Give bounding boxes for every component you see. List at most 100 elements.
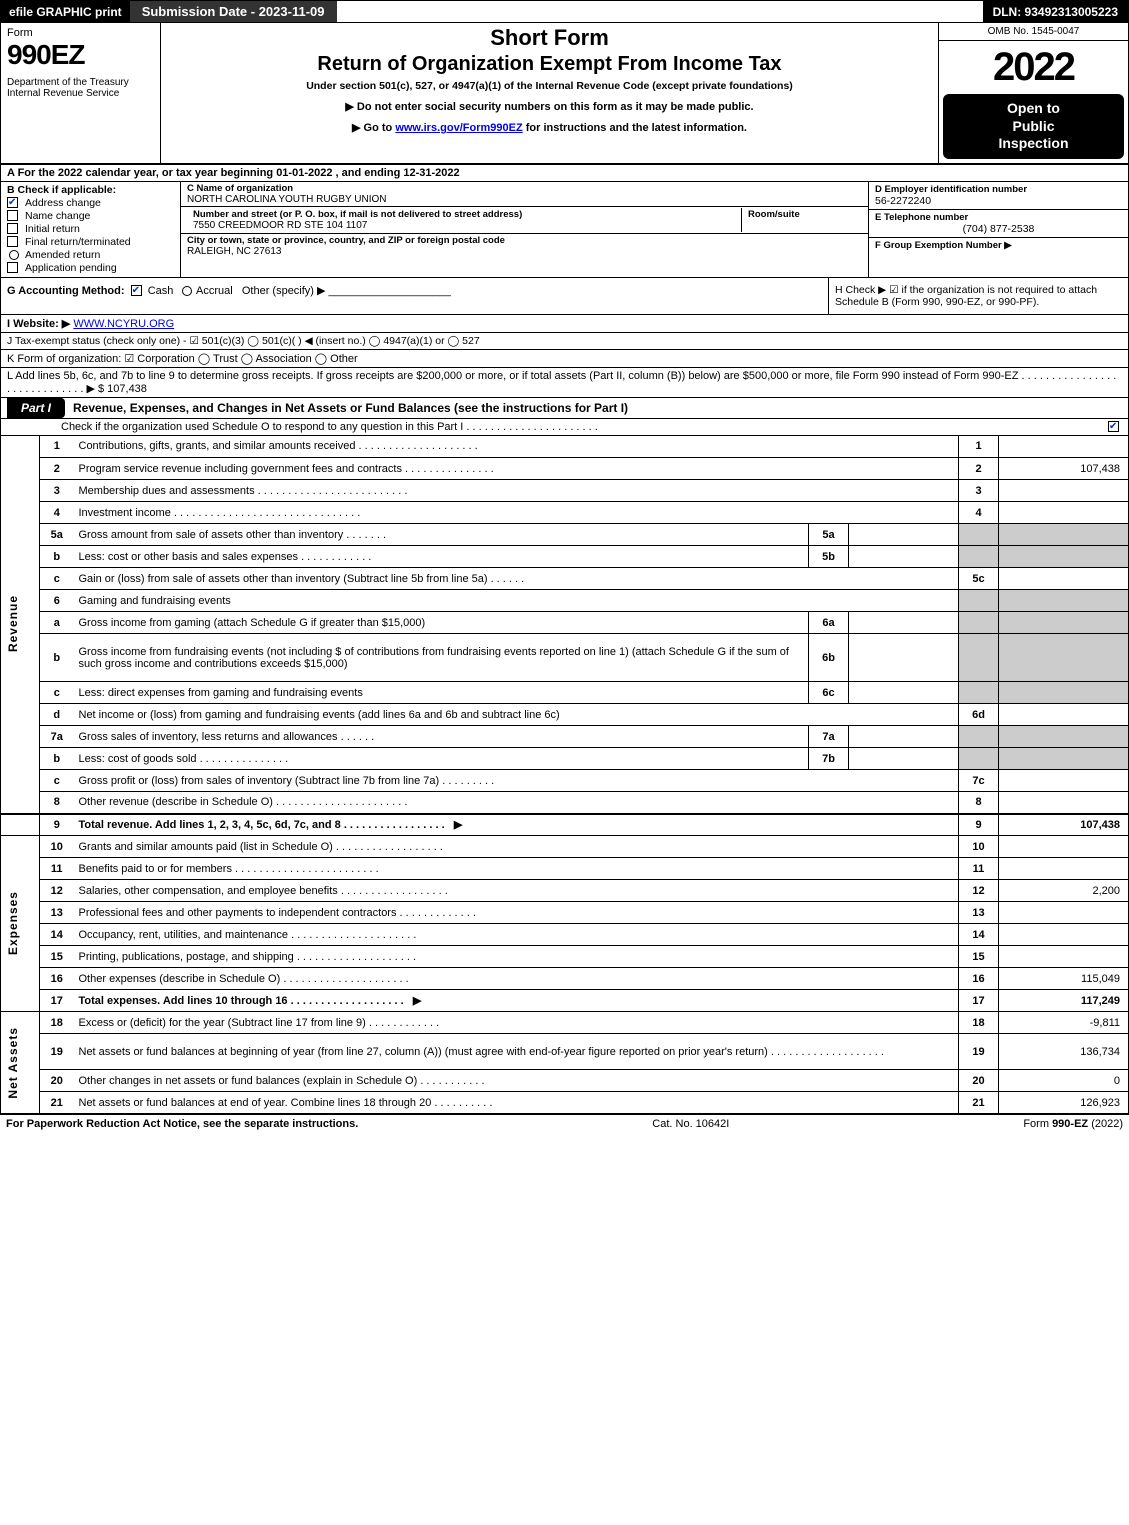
org-city: RALEIGH, NC 27613: [187, 246, 862, 257]
line-num: c: [40, 770, 74, 792]
line-num: 21: [40, 1092, 74, 1114]
line-val: 107,438: [999, 814, 1129, 836]
line-num: 18: [40, 1012, 74, 1034]
cb-address-change[interactable]: Address change: [7, 197, 174, 209]
line-desc: Other revenue (describe in Schedule O) .…: [74, 792, 959, 814]
shade-cell: [999, 682, 1129, 704]
line-num: 11: [40, 858, 74, 880]
org-address: 7550 CREEDMOOR RD STE 104 1107: [193, 220, 735, 231]
shade-cell: [999, 726, 1129, 748]
short-form-title: Short Form: [169, 25, 930, 51]
open-to-public-badge: Open to Public Inspection: [943, 94, 1124, 159]
g-cash: Cash: [148, 285, 174, 297]
radio-icon: [182, 286, 192, 296]
line-key: 2: [959, 458, 999, 480]
col-d-e-f: D Employer identification number 56-2272…: [868, 182, 1128, 277]
desc-text: Less: cost or other basis and sales expe…: [79, 551, 299, 563]
part1-sub: Check if the organization used Schedule …: [0, 419, 1129, 436]
line-desc: Less: cost of goods sold . . . . . . . .…: [74, 748, 809, 770]
checkbox-icon: [1108, 421, 1119, 432]
cb-final-return[interactable]: Final return/terminated: [7, 236, 174, 248]
line-desc: Gross profit or (loss) from sales of inv…: [74, 770, 959, 792]
shade-cell: [959, 748, 999, 770]
line-desc: Benefits paid to or for members . . . . …: [74, 858, 959, 880]
line-desc: Gross sales of inventory, less returns a…: [74, 726, 809, 748]
line-val: 107,438: [999, 458, 1129, 480]
g-accrual: Accrual: [196, 285, 233, 297]
form-label: Form: [7, 27, 154, 39]
desc-text: Gross sales of inventory, less returns a…: [79, 731, 338, 743]
line-desc: Printing, publications, postage, and shi…: [74, 946, 959, 968]
header-left: Form 990EZ Department of the Treasury In…: [1, 23, 161, 163]
line-desc: Less: cost or other basis and sales expe…: [74, 546, 809, 568]
sub-key: 7a: [809, 726, 849, 748]
website-link[interactable]: WWW.NCYRU.ORG: [73, 318, 174, 330]
shade-cell: [959, 612, 999, 634]
desc-text: Grants and similar amounts paid (list in…: [79, 841, 333, 853]
desc-text: Professional fees and other payments to …: [79, 907, 397, 919]
line-val: [999, 502, 1129, 524]
cb-application-pending[interactable]: Application pending: [7, 262, 174, 274]
desc-text: Total expenses. Add lines 10 through 16: [79, 995, 288, 1007]
shade-cell: [999, 748, 1129, 770]
line-val: 117,249: [999, 990, 1129, 1012]
cb-name-change[interactable]: Name change: [7, 210, 174, 222]
desc-text: Occupancy, rent, utilities, and maintena…: [79, 929, 289, 941]
footer-right-bold: 990-EZ: [1052, 1118, 1088, 1130]
cb-amended-return[interactable]: Amended return: [7, 249, 174, 261]
sub-key: 6b: [809, 634, 849, 682]
c-name-label: C Name of organization: [187, 183, 862, 194]
irs-link[interactable]: www.irs.gov/Form990EZ: [395, 122, 522, 134]
desc-text: Less: cost of goods sold: [79, 753, 197, 765]
c-addr-label: Number and street (or P. O. box, if mail…: [193, 209, 735, 220]
line-desc: Excess or (deficit) for the year (Subtra…: [74, 1012, 959, 1034]
line-desc: Total revenue. Add lines 1, 2, 3, 4, 5c,…: [74, 814, 959, 836]
desc-text: Other changes in net assets or fund bala…: [79, 1075, 418, 1087]
dln-label: DLN: 93492313005223: [983, 1, 1128, 22]
org-name: NORTH CAROLINA YOUTH RUGBY UNION: [187, 194, 862, 205]
line-num: b: [40, 748, 74, 770]
part1-header: Part I Revenue, Expenses, and Changes in…: [0, 398, 1129, 419]
line-desc: Gross income from gaming (attach Schedul…: [74, 612, 809, 634]
omb-number: OMB No. 1545-0047: [939, 23, 1128, 41]
group-label: F Group Exemption Number ▶: [875, 240, 1122, 251]
shade-cell: [959, 634, 999, 682]
cb-initial-return[interactable]: Initial return: [7, 223, 174, 235]
desc-text: Contributions, gifts, grants, and simila…: [79, 440, 356, 452]
c-address-row: Number and street (or P. O. box, if mail…: [181, 207, 868, 234]
vert-revenue: Revenue: [1, 436, 40, 814]
cb-label: Address change: [25, 197, 101, 209]
line-desc: Net assets or fund balances at beginning…: [74, 1034, 959, 1070]
sub-val: [849, 634, 959, 682]
j-tax-exempt: J Tax-exempt status (check only one) - ☑…: [0, 333, 1129, 350]
shade-cell: [999, 524, 1129, 546]
line-num: d: [40, 704, 74, 726]
h-check: H Check ▶ ☑ if the organization is not r…: [828, 278, 1128, 314]
room-label: Room/suite: [748, 209, 856, 220]
cb-label: Amended return: [25, 249, 100, 261]
line-num: 5a: [40, 524, 74, 546]
k-form-org: K Form of organization: ☑ Corporation ◯ …: [0, 350, 1129, 368]
line-desc: Net income or (loss) from gaming and fun…: [74, 704, 959, 726]
line-key: 8: [959, 792, 999, 814]
section-b-to-f: B Check if applicable: Address change Na…: [0, 182, 1129, 278]
l-text: L Add lines 5b, 6c, and 7b to line 9 to …: [7, 370, 1116, 395]
desc-text: Net assets or fund balances at end of ye…: [79, 1097, 432, 1109]
line-key: 15: [959, 946, 999, 968]
line-num: c: [40, 682, 74, 704]
g-accounting: G Accounting Method: Cash Accrual Other …: [1, 278, 828, 314]
line-desc: Grants and similar amounts paid (list in…: [74, 836, 959, 858]
desc-text: Salaries, other compensation, and employ…: [79, 885, 338, 897]
line-num: 14: [40, 924, 74, 946]
sub-key: 5b: [809, 546, 849, 568]
ein-value: 56-2272240: [875, 195, 1122, 207]
desc-text: Gross amount from sale of assets other t…: [79, 529, 344, 541]
line-desc: Net assets or fund balances at end of ye…: [74, 1092, 959, 1114]
footer-right-prefix: Form: [1023, 1118, 1052, 1130]
c-city-row: City or town, state or province, country…: [181, 234, 868, 258]
line-num: 20: [40, 1070, 74, 1092]
shade-cell: [959, 590, 999, 612]
instruction-1: ▶ Do not enter social security numbers o…: [169, 100, 930, 113]
line-key: 19: [959, 1034, 999, 1070]
shade-cell: [999, 590, 1129, 612]
